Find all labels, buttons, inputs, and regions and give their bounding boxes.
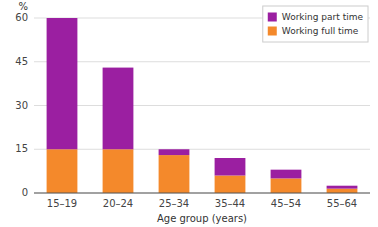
bar <box>159 155 190 193</box>
legend-label: Working full time <box>282 26 359 36</box>
x-tick-label: 20–24 <box>103 198 133 209</box>
bar <box>215 176 246 194</box>
bar <box>159 149 190 155</box>
bar <box>47 18 78 149</box>
legend-frame <box>263 6 368 42</box>
y-axis-label: % <box>18 1 28 12</box>
bar <box>327 186 358 189</box>
grid-line <box>34 193 370 194</box>
grid-line <box>34 149 370 150</box>
x-tick-label: 45–54 <box>271 198 301 209</box>
x-tick-label: 25–34 <box>159 198 189 209</box>
legend-label: Working part time <box>282 12 364 22</box>
x-tick-label: 15–19 <box>47 198 77 209</box>
grid-line <box>34 61 370 62</box>
grid-line <box>34 105 370 106</box>
y-tick-label: 60 <box>15 12 28 23</box>
x-axis-line <box>34 193 370 194</box>
chart: 0 15 30 45 60 15–19 20–24 25–34 35–44 45–54 55–64 A… <box>0 0 378 227</box>
bar <box>327 189 358 193</box>
bar <box>47 149 78 193</box>
bar <box>271 178 302 193</box>
bar <box>103 149 134 193</box>
bar <box>271 170 302 179</box>
bar <box>215 158 246 176</box>
y-tick-label: 30 <box>15 100 28 111</box>
legend: Working part time Working full time <box>263 6 368 42</box>
y-tick-label: 0 <box>22 187 28 198</box>
y-tick-label: 45 <box>15 56 28 67</box>
x-axis-label: Age group (years) <box>157 213 247 224</box>
y-tick-label: 15 <box>15 143 28 154</box>
x-tick-label: 35–44 <box>215 198 245 209</box>
bars <box>47 18 358 193</box>
bar <box>103 68 134 150</box>
grid <box>34 18 370 193</box>
legend-swatch <box>268 27 277 36</box>
legend-swatch <box>268 13 277 22</box>
x-tick-label: 55–64 <box>327 198 357 209</box>
